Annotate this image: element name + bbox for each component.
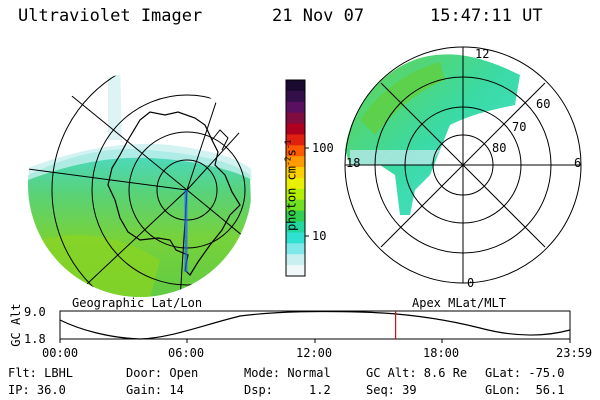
colorbar-segment	[286, 145, 305, 157]
info-flt: Flt: LBHL	[8, 366, 74, 380]
colorbar-segment	[286, 178, 305, 190]
mlt-label-12: 12	[475, 47, 490, 61]
geographic-caption: Geographic Lat/Lon	[72, 296, 203, 310]
timeline-ymin: 1.8	[24, 332, 46, 346]
info-mode: Mode: Normal	[244, 366, 331, 380]
colorbar-frame	[285, 79, 306, 277]
altitude-curve	[59, 310, 571, 340]
info-dsp: Dsp: 1.2	[244, 383, 331, 397]
colorbar-segment	[286, 156, 305, 168]
instrument-title: Ultraviolet Imager	[18, 6, 203, 26]
colorbar-segment	[286, 243, 305, 255]
magnetic-grid	[344, 46, 582, 284]
magnetic-map-panel	[344, 46, 582, 284]
info-ip: IP: 36.0	[8, 383, 66, 397]
observation-time: 15:47:11 UT	[430, 6, 543, 26]
colorbar	[285, 79, 306, 277]
colorbar-label-text: photon cm	[284, 166, 299, 232]
colorbar-segment	[286, 232, 305, 244]
info-gain: Gain: 14	[126, 383, 184, 397]
info-seq: Seq: 39	[366, 383, 417, 397]
colorbar-segment	[286, 210, 305, 223]
colorbar-tick-10: 10	[312, 229, 327, 243]
mlt-label-6: 6	[574, 156, 582, 170]
colorbar-segment	[286, 254, 305, 266]
colorbar-segment	[286, 167, 305, 179]
colorbar-segment	[286, 123, 305, 135]
timeline-tick-2: 12:00	[296, 346, 333, 360]
colorbar-segment	[286, 221, 305, 233]
info-glat: GLat: -75.0	[485, 366, 565, 380]
timeline-tick-0: 00:00	[42, 346, 79, 360]
timeline-ymax: 9.0	[24, 305, 46, 319]
timeline-tick-4: 23:59	[556, 346, 593, 360]
timeline-tick-1: 06:00	[168, 346, 205, 360]
timeline-axis-label: GC Alt	[9, 303, 23, 347]
colorbar-segment	[286, 199, 305, 212]
mlt-label-0: 0	[467, 276, 475, 290]
colorbar-segment	[286, 134, 305, 146]
mlt-label-18: 18	[346, 156, 361, 170]
magnetic-caption: Apex MLat/MLT	[412, 296, 506, 310]
info-glon: GLon: 56.1	[485, 383, 565, 397]
observation-date: 21 Nov 07	[272, 6, 365, 26]
timeline-tick-3: 18:00	[423, 346, 460, 360]
colorbar-label-sup2: -1	[283, 139, 293, 150]
colorbar-segment	[286, 112, 305, 125]
colorbar-segment	[286, 265, 305, 277]
info-door: Door: Open	[126, 366, 199, 380]
mlat-label-80: 80	[492, 141, 507, 155]
colorbar-segment	[286, 80, 305, 92]
coastline	[107, 111, 241, 276]
colorbar-label-mid: s	[284, 149, 299, 157]
mlat-label-70: 70	[512, 120, 527, 134]
colorbar-label-sup1: -2	[283, 156, 293, 167]
colorbar-segment	[286, 90, 305, 103]
altitude-timeline	[59, 310, 571, 343]
colorbar-tick-100: 100	[312, 141, 334, 155]
mlat-label-60: 60	[536, 97, 551, 111]
colorbar-label: photon cm-2s-1	[270, 133, 299, 253]
colorbar-segment	[286, 101, 305, 114]
geographic-map-panel	[28, 73, 252, 297]
info-gcalt: GC Alt: 8.6 Re	[366, 366, 468, 380]
colorbar-segment	[286, 188, 305, 201]
